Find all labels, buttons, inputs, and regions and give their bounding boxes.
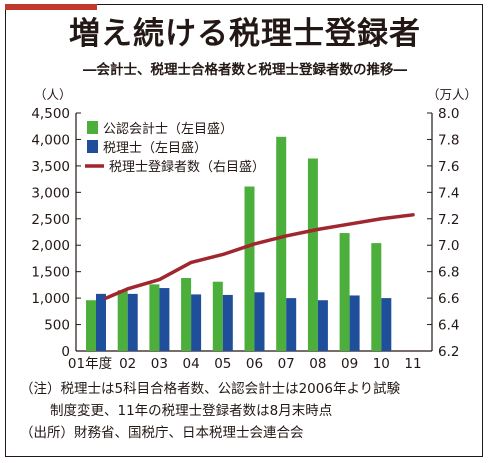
bar-cpa: [276, 136, 287, 351]
right-axis-unit: （万人）: [427, 87, 477, 102]
accent-bar: [5, 4, 97, 10]
bar-cpa: [117, 290, 128, 351]
legend-label: 公認会計士（左目盛）: [103, 121, 233, 137]
right-tick-label: 6.8: [438, 265, 459, 281]
legend-label: 税理士（左目盛）: [103, 141, 207, 156]
note-line-1: （注）税理士は5科目合格者数、公認会計士は2006年より試験: [20, 381, 401, 397]
bar-tax-accountant: [159, 288, 170, 351]
right-tick-label: 7.4: [438, 185, 459, 201]
source-line: （出所）財務省、国税庁、日本税理士会連合会: [20, 425, 304, 441]
right-tick-label: 7.0: [438, 238, 459, 254]
x-tick-label: 08: [309, 356, 326, 372]
chart-subtitle: ―会計士、税理士合格者数と税理士登録者数の推移―: [83, 62, 407, 78]
bar-cpa: [307, 158, 318, 351]
right-tick-label: 7.6: [438, 159, 459, 175]
legend-swatch: [87, 140, 98, 153]
bar-cpa: [371, 243, 382, 351]
right-tick-label: 6.6: [438, 291, 459, 307]
x-tick-label: 10: [373, 356, 390, 372]
bar-cpa: [181, 278, 192, 351]
legend-swatch: [87, 121, 98, 134]
x-tick-label: 03: [151, 356, 168, 372]
right-tick-label: 7.8: [438, 132, 459, 148]
bar-tax-accountant: [254, 292, 265, 351]
note-line-2: 制度変更、11年の税理士登録者数は8月末時点: [50, 403, 333, 419]
bar-cpa: [244, 186, 255, 351]
x-tick-label: 02: [119, 356, 136, 372]
left-axis-unit: （人）: [34, 87, 72, 102]
right-tick-label: 6.2: [438, 344, 459, 360]
x-tick-label: 05: [214, 356, 231, 372]
bar-tax-accountant: [381, 298, 392, 351]
left-tick-label: 4,500: [31, 106, 70, 122]
bar-tax-accountant: [286, 298, 297, 351]
x-tick-label: 06: [246, 356, 263, 372]
registrants-line: [104, 213, 415, 300]
x-tick-label: 01年度: [68, 356, 112, 372]
left-tick-label: 2,500: [31, 212, 70, 228]
bar-tax-accountant: [127, 293, 138, 351]
bar-cpa: [339, 233, 350, 351]
right-tick-label: 6.4: [438, 318, 459, 334]
bar-tax-accountant: [96, 293, 106, 351]
left-tick-label: 1,500: [31, 265, 70, 281]
x-tick-label: 09: [341, 356, 358, 372]
left-tick-label: 3,000: [31, 185, 70, 201]
left-tick-label: 2,000: [31, 238, 70, 254]
x-tick-label: 11: [404, 356, 421, 372]
left-tick-label: 3,500: [31, 159, 70, 175]
bar-cpa: [212, 281, 223, 351]
bar-tax-accountant: [222, 294, 233, 351]
right-tick-label: 8.0: [438, 106, 459, 122]
chart-title: 増え続ける税理士登録者: [69, 16, 421, 52]
left-tick-label: 1,000: [31, 291, 70, 307]
right-tick-label: 7.2: [438, 212, 459, 228]
bar-cpa: [149, 284, 160, 351]
bar-tax-accountant: [317, 300, 328, 351]
bar-tax-accountant: [191, 294, 202, 351]
left-tick-label: 0: [61, 344, 70, 360]
left-tick-label: 4,000: [31, 132, 70, 148]
bar-tax-accountant: [349, 295, 360, 351]
legend-label: 税理士登録者数（右目盛）: [109, 160, 265, 175]
x-tick-label: 07: [278, 356, 295, 372]
left-tick-label: 500: [44, 318, 70, 334]
bar-cpa: [86, 300, 96, 351]
notes: （注）税理士は5科目合格者数、公認会計士は2006年より試験 制度変更、11年の…: [20, 378, 480, 444]
chart-frame: [5, 4, 483, 457]
x-tick-label: 04: [183, 356, 200, 372]
